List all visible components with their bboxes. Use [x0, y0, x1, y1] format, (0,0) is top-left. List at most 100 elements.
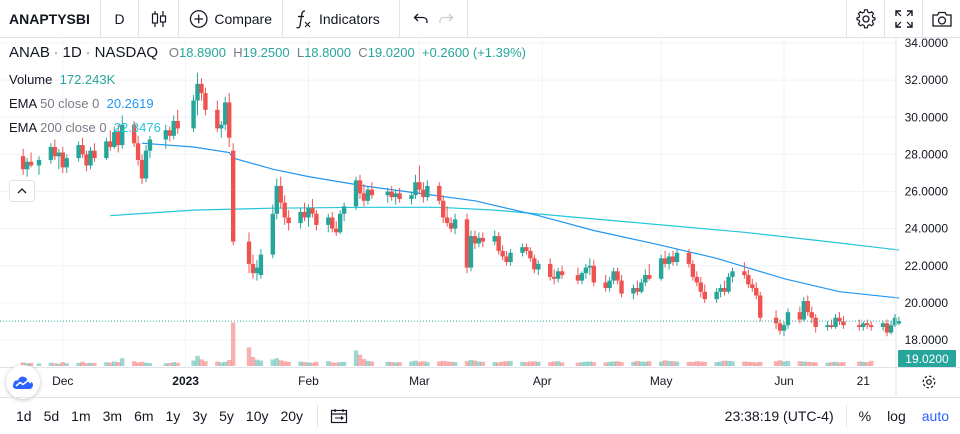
range-20y-button[interactable]: 20y [280, 407, 304, 424]
candle [575, 267, 581, 285]
volume-bar [326, 361, 331, 366]
candle-body [643, 275, 648, 283]
candle-body [547, 263, 553, 277]
candle [833, 314, 838, 329]
volume-bar [421, 361, 426, 366]
candle [536, 260, 541, 276]
volume-bar [306, 362, 311, 366]
candle [643, 269, 648, 287]
percent-scale-toggle[interactable]: % [858, 408, 872, 424]
volume-bar [833, 361, 838, 366]
volume-bar [393, 362, 398, 366]
range-3y-button[interactable]: 3y [192, 407, 208, 424]
settings-button[interactable] [846, 0, 884, 38]
volume-bar [868, 360, 874, 366]
volume-bar [758, 361, 763, 366]
range-5d-button[interactable]: 5d [43, 407, 60, 424]
indicators-button[interactable]: Indicators [283, 0, 400, 38]
range-5y-button[interactable]: 5y [219, 407, 234, 424]
time-axis[interactable]: Dec 2023 Feb Mar Apr May Jun 21 [0, 368, 960, 396]
snapshot-button[interactable] [922, 0, 960, 38]
candle [441, 195, 446, 224]
candle [884, 319, 890, 337]
logo-button[interactable] [6, 365, 40, 399]
volume-bar [500, 361, 505, 366]
range-1y-button[interactable]: 1y [165, 407, 181, 424]
candle [619, 275, 624, 298]
candle [302, 202, 307, 222]
volume-bar [861, 361, 866, 366]
range-6m-button[interactable]: 6m [134, 407, 154, 424]
candle-body [175, 120, 180, 129]
volume-bar [52, 363, 58, 366]
candle [341, 202, 347, 222]
candle-body [246, 241, 252, 264]
range-3m-button[interactable]: 3m [102, 407, 123, 424]
range-1m-button[interactable]: 1m [71, 407, 91, 424]
volume-bar [274, 358, 279, 366]
volume-bar [607, 361, 612, 366]
chart-area[interactable]: 34.0000 32.0000 30.0000 28.0000 26.0000 24.00… [0, 38, 960, 399]
volume-bar [282, 361, 287, 366]
candle [147, 135, 153, 159]
volume-bar [120, 358, 125, 366]
volume-bar [143, 362, 149, 366]
volume-bar [104, 362, 109, 366]
volume-bar [437, 361, 442, 366]
redo-icon[interactable] [437, 10, 455, 28]
candle [603, 275, 608, 292]
candle-body [801, 301, 807, 320]
axis-settings-button[interactable] [918, 372, 940, 392]
volume-bar [80, 361, 85, 366]
candle [746, 269, 751, 289]
price-chart[interactable]: 34.0000 32.0000 30.0000 28.0000 26.0000 24.00… [0, 38, 960, 368]
candle-body [199, 83, 204, 94]
volume-bar [334, 362, 339, 366]
candle-body [302, 211, 307, 218]
volume-bar [615, 361, 620, 366]
candle-body [686, 252, 692, 264]
time-axis-label: Dec [52, 374, 73, 388]
candle [437, 182, 442, 205]
interval-button[interactable]: D [101, 0, 139, 38]
volume-bar [112, 361, 117, 366]
volume-bar [781, 361, 787, 366]
ema200-legend[interactable]: EMA 200 close 0 22.8476 [9, 120, 161, 135]
symbol-search-button[interactable]: ANAPTYSBI [0, 0, 101, 38]
volume-bar [258, 360, 264, 366]
goto-date-button[interactable] [326, 408, 352, 424]
fullscreen-button[interactable] [884, 0, 922, 38]
range-1d-button[interactable]: 1d [16, 407, 32, 424]
undo-icon[interactable] [412, 10, 430, 28]
volume-bar [302, 362, 307, 366]
volume-bar [714, 362, 719, 366]
candle [896, 316, 902, 326]
candle [191, 94, 196, 133]
chart-type-button[interactable] [139, 0, 179, 38]
compare-button[interactable]: Compare [179, 0, 283, 38]
candle-body [60, 152, 65, 168]
candle [413, 174, 418, 199]
volume-bar [227, 360, 232, 366]
candle-body [389, 191, 394, 198]
volume-bar [750, 362, 755, 366]
candle-body [36, 159, 42, 166]
volume-legend[interactable]: Volume 172.243K [9, 72, 115, 87]
price-axis-label: 18.0000 [905, 333, 949, 347]
candle-body [662, 258, 668, 264]
legend-collapse-button[interactable] [9, 180, 35, 202]
volume-bar [88, 362, 93, 366]
candle-body [139, 159, 145, 179]
log-scale-toggle[interactable]: log [887, 408, 906, 424]
candle-body [603, 282, 608, 289]
volume-value: 172.243K [59, 72, 116, 87]
time-axis-label: Mar [409, 374, 430, 388]
range-10y-button[interactable]: 10y [245, 407, 269, 424]
auto-scale-toggle[interactable]: auto [921, 408, 949, 424]
candle [476, 232, 482, 248]
candle [250, 254, 256, 279]
clock-timezone[interactable]: 23:38:19 (UTC-4) [724, 408, 834, 424]
candle-body [108, 141, 113, 147]
candle-body [337, 213, 343, 233]
ema50-legend[interactable]: EMA 50 close 0 20.2619 [9, 96, 154, 111]
